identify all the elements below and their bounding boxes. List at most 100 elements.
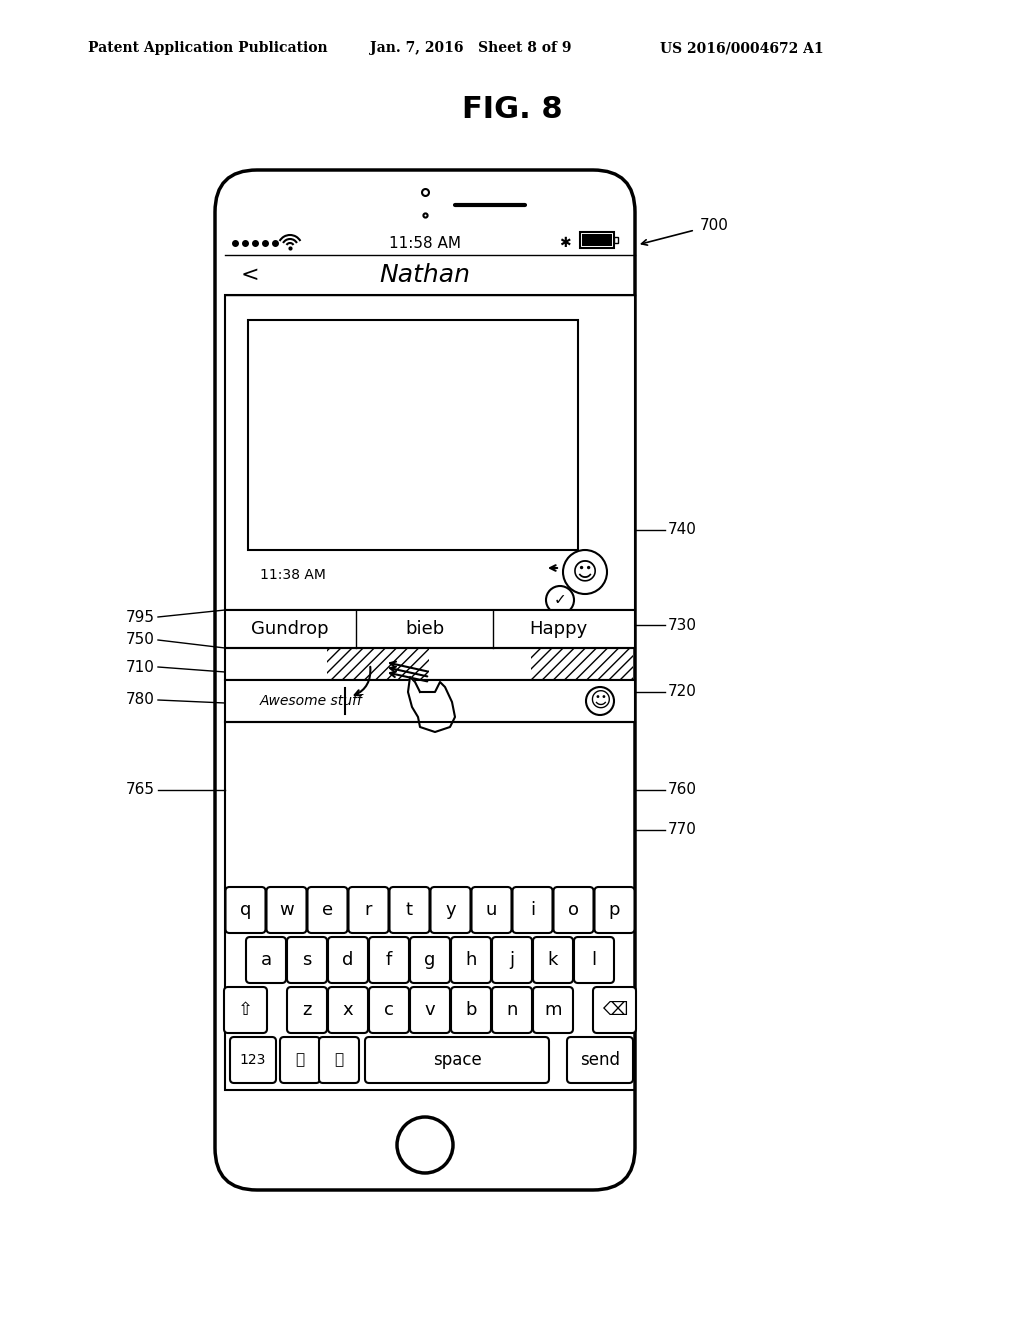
FancyBboxPatch shape [287,937,327,983]
Bar [225,722,635,1090]
FancyBboxPatch shape [328,987,368,1034]
Bar [225,648,635,680]
Text: b: b [465,1001,477,1019]
Text: Patent Application Publication: Patent Application Publication [88,41,328,55]
Bar [225,610,635,648]
FancyBboxPatch shape [410,987,450,1034]
Text: 730: 730 [668,618,697,632]
Text: 740: 740 [668,523,697,537]
Text: z: z [302,1001,311,1019]
FancyBboxPatch shape [319,1038,359,1082]
FancyBboxPatch shape [215,170,635,1191]
Text: FIG. 8: FIG. 8 [462,95,562,124]
Text: g: g [424,950,435,969]
FancyBboxPatch shape [430,887,470,933]
Text: n: n [506,1001,518,1019]
FancyBboxPatch shape [246,937,286,983]
Text: Jan. 7, 2016   Sheet 8 of 9: Jan. 7, 2016 Sheet 8 of 9 [370,41,571,55]
Text: 700: 700 [700,218,729,232]
Text: l: l [592,950,597,969]
Text: s: s [302,950,311,969]
FancyBboxPatch shape [369,937,409,983]
Polygon shape [408,677,455,733]
Text: 710: 710 [126,660,155,675]
Text: 11:38 AM: 11:38 AM [260,568,326,582]
FancyBboxPatch shape [451,937,490,983]
FancyBboxPatch shape [567,1038,633,1082]
Text: 795: 795 [126,610,155,624]
Text: ☺: ☺ [589,690,611,711]
FancyBboxPatch shape [593,987,636,1034]
Text: US 2016/0004672 A1: US 2016/0004672 A1 [660,41,823,55]
FancyBboxPatch shape [389,887,429,933]
FancyBboxPatch shape [534,937,573,983]
FancyBboxPatch shape [225,887,265,933]
FancyBboxPatch shape [582,234,612,246]
Text: 765: 765 [126,783,155,797]
Text: 🌐: 🌐 [296,1052,304,1068]
Bar [327,648,429,680]
Text: 750: 750 [126,632,155,648]
Text: o: o [568,902,579,919]
Text: 11:58 AM: 11:58 AM [389,235,461,251]
FancyBboxPatch shape [595,887,635,933]
FancyBboxPatch shape [307,887,347,933]
Text: Gundrop: Gundrop [251,620,329,638]
FancyBboxPatch shape [614,238,618,243]
Text: w: w [280,902,294,919]
Text: r: r [365,902,373,919]
FancyBboxPatch shape [230,1038,276,1082]
FancyBboxPatch shape [365,1038,549,1082]
FancyBboxPatch shape [266,887,306,933]
Text: e: e [322,902,333,919]
Text: q: q [240,902,251,919]
Text: bieb: bieb [406,620,444,638]
Text: ✓: ✓ [554,593,566,607]
Text: <: < [241,265,259,285]
Text: a: a [260,950,271,969]
Bar [225,294,635,610]
FancyBboxPatch shape [512,887,553,933]
Text: send: send [580,1051,620,1069]
Text: 720: 720 [668,685,697,700]
FancyBboxPatch shape [580,232,614,248]
Text: p: p [608,902,621,919]
FancyBboxPatch shape [554,887,594,933]
FancyBboxPatch shape [328,937,368,983]
FancyBboxPatch shape [224,987,267,1034]
Text: i: i [530,902,536,919]
FancyBboxPatch shape [369,987,409,1034]
FancyBboxPatch shape [280,1038,319,1082]
Text: Awesome stuff: Awesome stuff [260,694,362,708]
FancyBboxPatch shape [492,987,532,1034]
Text: k: k [548,950,558,969]
Text: x: x [343,1001,353,1019]
Text: t: t [406,902,413,919]
Text: v: v [425,1001,435,1019]
Text: j: j [509,950,515,969]
Text: ⇧: ⇧ [238,1001,253,1019]
Bar [225,680,635,722]
Text: 123: 123 [240,1053,266,1067]
Text: y: y [445,902,456,919]
Text: Happy: Happy [528,620,587,638]
FancyBboxPatch shape [451,987,490,1034]
Text: m: m [544,1001,562,1019]
FancyBboxPatch shape [471,887,512,933]
Text: c: c [384,1001,394,1019]
Text: ☺: ☺ [572,560,598,583]
FancyBboxPatch shape [348,887,388,933]
Text: Nathan: Nathan [380,263,470,286]
Text: 770: 770 [668,822,697,837]
FancyBboxPatch shape [492,937,532,983]
FancyBboxPatch shape [410,937,450,983]
Text: 760: 760 [668,783,697,797]
FancyBboxPatch shape [287,987,327,1034]
Text: ⌫: ⌫ [602,1001,628,1019]
Text: 780: 780 [126,693,155,708]
Text: 🎤: 🎤 [335,1052,344,1068]
Text: h: h [465,950,477,969]
Text: u: u [485,902,498,919]
Text: space: space [432,1051,481,1069]
FancyBboxPatch shape [574,937,614,983]
